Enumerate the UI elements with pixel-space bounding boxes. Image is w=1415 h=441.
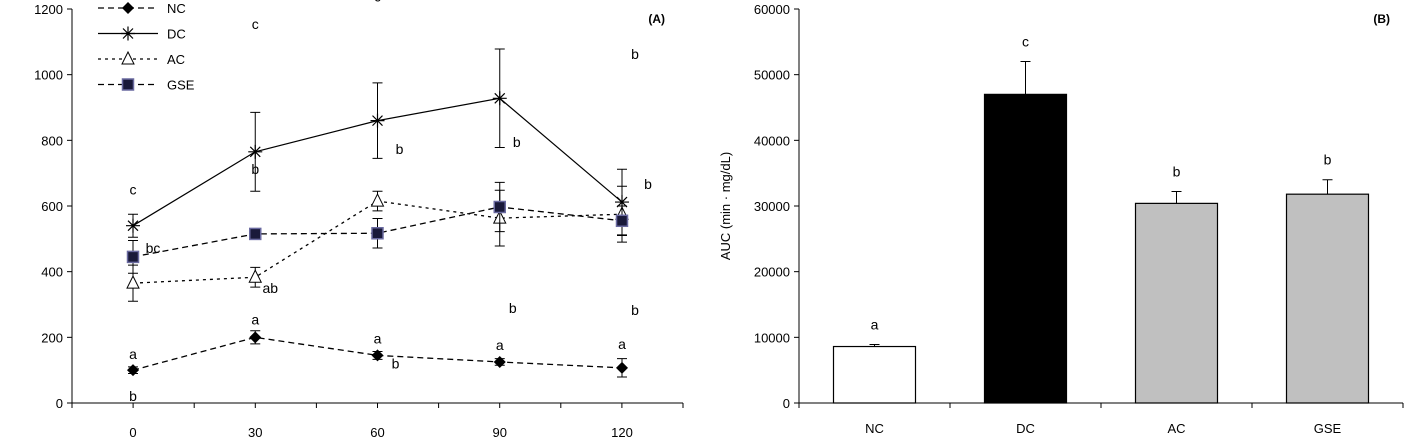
x-tick-label-dc: DC — [1016, 421, 1035, 436]
point-nc — [249, 331, 262, 344]
panel-b-bar-chart: 0 10000 20000 30000 40000 50000 60000 AUC (min … — [718, 2, 1404, 436]
x-tick-label-a: 30 — [248, 425, 262, 440]
point-gse — [615, 214, 629, 228]
panel-label-a: (A) — [648, 12, 665, 26]
sig-letter-ac: b — [509, 300, 517, 316]
y-tick-label-b: 10000 — [754, 330, 790, 345]
series-nc: a a a a a — [127, 311, 628, 378]
sig-letter-ac: b — [1173, 164, 1181, 180]
bar-nc — [832, 345, 917, 404]
y-tick-label-a: 600 — [41, 199, 63, 214]
point-dc — [126, 218, 140, 233]
sig-letter-gse: b — [251, 161, 259, 177]
sig-letter-dc: c — [130, 182, 137, 198]
sig-letter-gse: b — [513, 134, 521, 150]
sig-letter-nc: a — [374, 330, 382, 346]
sig-letter-nc: a — [251, 311, 259, 327]
x-tick-label-ac: AC — [1167, 421, 1185, 436]
sig-letter-nc: a — [496, 337, 504, 353]
y-tick-label-a: 800 — [41, 133, 63, 148]
series-dc: ccccb — [126, 0, 639, 238]
x-tick-label-nc: NC — [865, 421, 884, 436]
legend-marker-nc — [122, 2, 134, 14]
point-ac — [248, 269, 263, 283]
sig-letter-ac: b — [396, 141, 404, 157]
sig-letter-ac: b — [129, 388, 137, 404]
y-tick-label-b: 50000 — [754, 68, 790, 83]
sig-letter-gse: b — [392, 355, 400, 371]
sig-letter-nc: a — [871, 317, 879, 333]
y-tick-label-a: 1200 — [34, 2, 63, 17]
bar-dc — [983, 93, 1068, 404]
error-bar-ac — [1171, 191, 1182, 204]
sig-letter-gse: bc — [146, 240, 161, 256]
error-bar-nc — [869, 344, 880, 347]
x-tick-label-gse: GSE — [1314, 421, 1342, 436]
sig-letter-ac: b — [631, 302, 639, 318]
point-gse — [493, 200, 506, 214]
legend-marker-ac — [121, 50, 135, 65]
y-tick-label-b: 20000 — [754, 265, 790, 280]
sig-letter-nc: a — [129, 346, 137, 362]
panel-a-line-chart: 0 200 400 600 800 1000 1200 0 30 60 90 120 (A) a a a a a c… — [34, 0, 684, 440]
sig-letter-dc: b — [631, 46, 639, 62]
y-tick-label-b: 30000 — [754, 199, 790, 214]
error-bar-gse — [1322, 179, 1333, 195]
sig-letter-nc: a — [618, 336, 626, 352]
y-tick-label-b: 40000 — [754, 133, 790, 148]
legend-a: NC DC AC GSE — [98, 1, 195, 93]
x-tick-label-a: 0 — [129, 425, 136, 440]
sig-letter-gse: b — [1324, 152, 1332, 168]
legend-label-dc: DC — [167, 27, 186, 42]
point-nc — [493, 355, 506, 368]
x-tick-label-a: 90 — [493, 425, 507, 440]
y-tick-label-a: 0 — [56, 396, 63, 411]
legend-label-gse: GSE — [167, 78, 195, 93]
legend-marker-gse — [121, 78, 135, 91]
error-bar-dc — [1020, 61, 1031, 95]
point-ac — [370, 192, 385, 207]
point-ac — [126, 275, 140, 289]
panel-label-b: (B) — [1373, 12, 1390, 26]
y-tick-label-a: 1000 — [34, 68, 63, 83]
bar-gse — [1285, 193, 1370, 404]
point-dc — [370, 113, 385, 128]
sig-letter-dc: c — [252, 16, 259, 32]
x-tick-label-a: 120 — [611, 425, 633, 440]
y-tick-label-a: 400 — [41, 265, 63, 280]
sig-letter-dc: c — [1022, 34, 1029, 50]
y-tick-label-b: 0 — [783, 396, 790, 411]
point-nc — [371, 349, 384, 362]
x-tick-label-a: 60 — [370, 425, 384, 440]
y-axis-label-b: AUC (min · mg/dL) — [718, 152, 733, 260]
y-tick-label-b: 60000 — [754, 2, 790, 17]
legend-marker-dc — [121, 26, 135, 41]
legend-label-nc: NC — [167, 1, 186, 16]
y-tick-label-a: 200 — [41, 330, 63, 345]
legend-label-ac: AC — [167, 52, 185, 67]
sig-letter-dc: c — [374, 0, 381, 5]
bar-ac — [1134, 202, 1219, 404]
point-gse — [126, 250, 140, 264]
point-gse — [249, 227, 262, 241]
point-gse — [371, 227, 384, 240]
point-nc — [616, 361, 628, 374]
point-dc — [492, 91, 507, 106]
point-nc — [127, 364, 139, 377]
point-dc — [248, 144, 263, 159]
series-line-gse — [132, 206, 623, 258]
sig-letter-ac: ab — [262, 280, 278, 296]
sig-letter-gse: b — [644, 176, 652, 192]
